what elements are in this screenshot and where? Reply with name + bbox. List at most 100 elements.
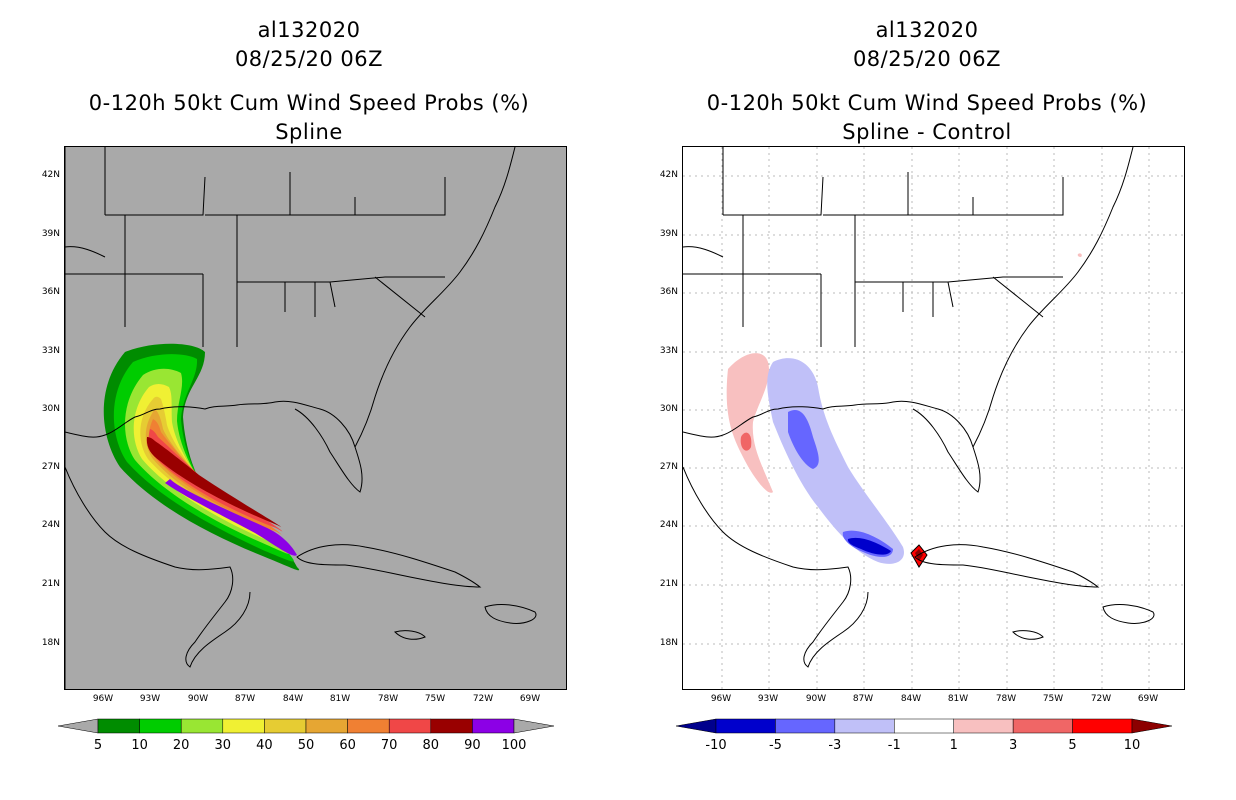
lat-label: 21N — [41, 579, 60, 589]
western-borders — [65, 147, 106, 689]
colorbar-tick-label: 60 — [339, 738, 356, 753]
lat-label: 27N — [659, 462, 678, 472]
colorbar-swatch — [430, 718, 473, 734]
probability-swath — [103, 343, 300, 571]
cuba-outline — [296, 544, 482, 588]
lon-label: 69W — [1137, 694, 1159, 704]
colorbar — [57, 718, 555, 734]
colorbar-tick-label: 5 — [93, 738, 103, 753]
colorbar-tick-label: 90 — [464, 738, 481, 753]
datetime-title: 08/25/20 06Z — [234, 47, 384, 71]
colorbar-swatch — [97, 718, 140, 734]
colorbar-swatch — [1072, 718, 1133, 734]
lat-label: 42N — [41, 170, 60, 180]
lon-label: 81W — [947, 694, 969, 704]
lon-label: 87W — [852, 694, 874, 704]
lon-label: 90W — [805, 694, 827, 704]
difference-panel: al132020 08/25/20 06Z 0-120h 50kt Cum Wi… — [618, 0, 1236, 800]
colorbar-tick-label: 100 — [501, 738, 527, 753]
lon-label: 90W — [187, 694, 209, 704]
colorbar-tick-label: 50 — [297, 738, 315, 753]
positive-diff-spot — [1077, 253, 1082, 257]
lon-label: 93W — [757, 694, 779, 704]
storm-id-title: al132020 — [875, 18, 979, 42]
lon-label: 78W — [377, 694, 399, 704]
lon-label: 84W — [900, 694, 922, 704]
panel-subtitle: Spline — [275, 120, 343, 144]
state-borders-north — [683, 147, 1064, 347]
colorbar-tick-label: 20 — [172, 738, 190, 753]
lat-label: 39N — [41, 229, 60, 239]
state-borders-south — [237, 276, 445, 318]
gulf-coast — [65, 400, 363, 493]
lat-label: 33N — [41, 346, 60, 356]
colorbar-left-triangle — [57, 718, 99, 734]
lon-label: 96W — [710, 694, 732, 704]
colorbar-tick-label: -3 — [828, 738, 842, 753]
colorbar-tick-label: 5 — [1068, 738, 1077, 753]
colorbar-right-triangle — [513, 718, 555, 734]
lat-label: 24N — [659, 520, 678, 530]
colorbar-swatch — [1012, 718, 1073, 734]
lon-label: 93W — [139, 694, 161, 704]
colorbar-swatch — [222, 718, 265, 734]
lon-label: 87W — [234, 694, 256, 704]
colorbar-swatch — [305, 718, 348, 734]
colorbar-swatch — [775, 718, 836, 734]
east-coast — [354, 147, 516, 448]
colorbar-tick-label: 30 — [214, 738, 232, 753]
colorbar-tick-label: 10 — [131, 738, 148, 753]
lat-label: 18N — [659, 638, 678, 648]
swath-30-40 — [133, 384, 289, 550]
lon-label: 84W — [282, 694, 304, 704]
map-outlines — [65, 147, 537, 689]
colorbar-tick-label: 1 — [949, 738, 958, 753]
negative-diff-mid — [788, 409, 893, 557]
lat-label: 30N — [41, 404, 60, 414]
lat-label: 39N — [659, 229, 678, 239]
colorbar-swatch — [715, 718, 776, 734]
colorbar-swatch — [894, 718, 954, 734]
east-coast — [972, 147, 1134, 448]
western-borders — [683, 246, 724, 258]
lat-label: 42N — [659, 170, 678, 180]
lat-label: 18N — [41, 638, 60, 648]
colorbar-tick-label: 40 — [256, 738, 273, 753]
colorbar-right-triangle — [1131, 718, 1173, 734]
panel-subtitle: Spline - Control — [842, 120, 1012, 144]
lon-label: 81W — [329, 694, 351, 704]
colorbar-tick-label: -10 — [705, 738, 727, 753]
negative-diff-area — [767, 358, 904, 564]
lon-label: 78W — [995, 694, 1017, 704]
difference-contours — [726, 253, 1082, 568]
colorbar-swatch — [953, 718, 1014, 734]
colorbar-tick-label: -1 — [887, 738, 901, 753]
lon-label: 72W — [1090, 694, 1112, 704]
lon-label: 72W — [472, 694, 494, 704]
mexico-yucatan-coast — [683, 466, 869, 668]
swath-80-90 — [146, 437, 282, 528]
lat-label: 27N — [41, 462, 60, 472]
colorbar-tick-label: 3 — [1009, 738, 1018, 753]
hispaniola-jamaica-outline — [1012, 604, 1155, 640]
positive-diff-core — [740, 432, 752, 451]
colorbar-swatch — [180, 718, 224, 734]
lat-label: 33N — [659, 346, 678, 356]
hispaniola-jamaica-outline — [394, 604, 537, 640]
graticule — [683, 147, 1184, 689]
colorbar-swatch — [472, 718, 515, 734]
colorbar-tick-label: 70 — [380, 738, 398, 753]
lat-label: 30N — [659, 404, 678, 414]
colorbar-swatch — [264, 718, 307, 734]
colorbar-swatch — [139, 718, 182, 734]
negative-diff-core — [847, 537, 891, 555]
colorbar-left-triangle — [675, 718, 717, 734]
positive-diff-area — [726, 353, 773, 493]
state-borders-south — [855, 276, 1063, 318]
swath-90-100 — [165, 479, 297, 556]
colorbar-swatch — [834, 718, 895, 734]
lon-label: 96W — [92, 694, 114, 704]
storm-id-title: al132020 — [257, 18, 361, 42]
lon-label: 75W — [1042, 694, 1064, 704]
mexico-yucatan-coast — [65, 466, 251, 668]
